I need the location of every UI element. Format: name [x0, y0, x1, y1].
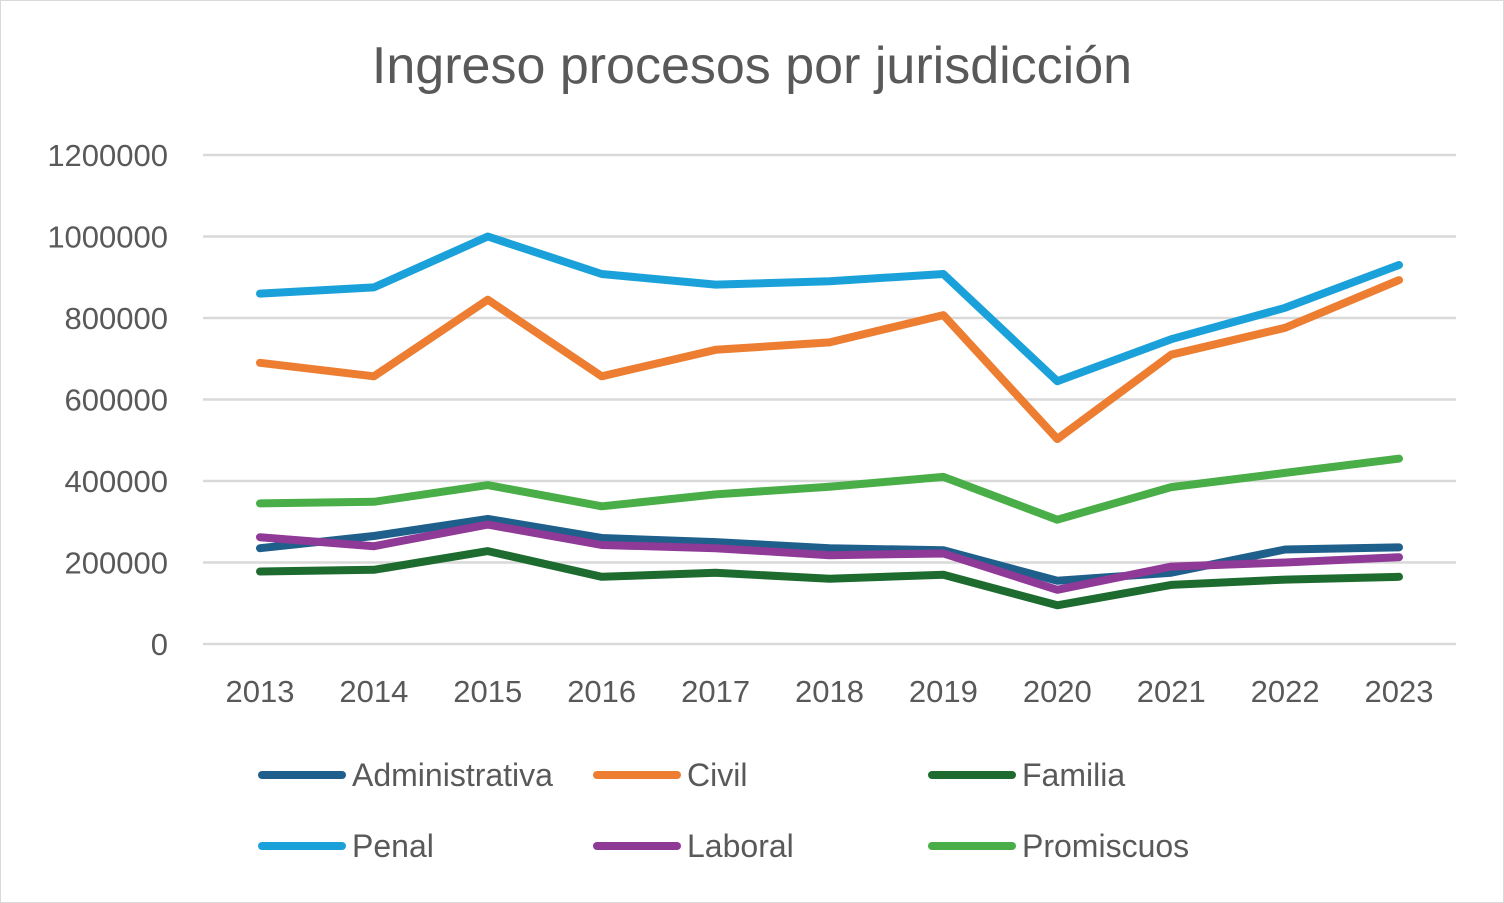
chart-title: Ingreso procesos por jurisdicción: [371, 37, 1133, 95]
series-line-familia: [256, 547, 1403, 610]
y-tick-label: 800000: [65, 301, 168, 336]
y-tick-label: 0: [151, 627, 168, 662]
series-line-penal: [256, 232, 1403, 386]
legend-label: Laboral: [687, 828, 794, 864]
x-tick-label: 2019: [909, 674, 978, 709]
legend-label: Familia: [1022, 757, 1125, 793]
y-axis-ticks: 0 200000 400000 600000 800000 1000000 1200000: [47, 138, 168, 662]
legend-item-promiscuos: Promiscuos: [928, 828, 1189, 864]
legend-item-civil: Civil: [593, 757, 747, 793]
x-tick-label: 2014: [339, 674, 408, 709]
x-tick-label: 2017: [681, 674, 750, 709]
series-lines: [256, 232, 1403, 610]
y-tick-label: 1000000: [47, 220, 168, 255]
legend-label: Administrativa: [352, 757, 553, 793]
legend-label: Promiscuos: [1022, 828, 1189, 864]
legend-item-laboral: Laboral: [593, 828, 794, 864]
x-tick-label: 2015: [453, 674, 522, 709]
legend-item-penal: Penal: [258, 828, 434, 864]
x-tick-label: 2021: [1137, 674, 1206, 709]
legend-label: Civil: [687, 757, 747, 793]
legend-item-familia: Familia: [928, 757, 1125, 793]
legend-item-administrativa: Administrativa: [258, 757, 553, 793]
series-line-promiscuos: [256, 454, 1403, 524]
legend: Administrativa Civil Familia Penal Laboral Pr…: [258, 757, 1189, 864]
x-tick-label: 2023: [1365, 674, 1434, 709]
y-tick-label: 600000: [65, 383, 168, 418]
x-tick-label: 2018: [795, 674, 864, 709]
x-tick-label: 2022: [1251, 674, 1320, 709]
y-tick-label: 200000: [65, 546, 168, 581]
series-line-laboral: [256, 520, 1403, 594]
y-tick-label: 1200000: [47, 138, 168, 173]
legend-label: Penal: [352, 828, 434, 864]
series-line-administrativa: [256, 514, 1403, 585]
x-tick-label: 2020: [1023, 674, 1092, 709]
series-line-civil: [256, 276, 1403, 443]
x-axis-ticks: 2013 2014 2015 2016 2017 2018 2019 2020 2021 2022…: [225, 674, 1433, 709]
y-tick-label: 400000: [65, 464, 168, 499]
x-tick-label: 2016: [567, 674, 636, 709]
x-tick-label: 2013: [225, 674, 294, 709]
